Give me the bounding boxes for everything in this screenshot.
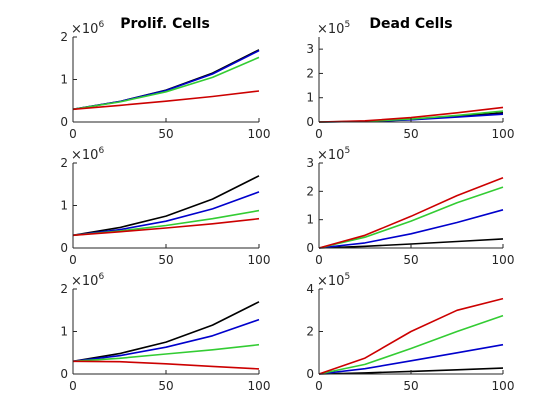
y-axis-exponent: ×105 [317, 20, 350, 37]
y-axis-exponent: ×106 [71, 20, 104, 37]
series-line-blue [72, 191, 260, 237]
y-tick-label: 1 [60, 73, 68, 87]
series-line-red [318, 176, 504, 249]
y-tick-label: 2 [60, 30, 68, 44]
y-axis-exponent: ×105 [317, 146, 350, 163]
y-tick-label: 0 [306, 367, 314, 381]
x-tick-label: 100 [248, 253, 271, 267]
subplot-row1-right: 0 50 100 0 1 2 3×105 [306, 20, 514, 141]
x-tick-label: 0 [315, 127, 323, 141]
x-tick-label: 50 [158, 379, 173, 393]
subplot-row2-right: 0 50 100 0 1 2 3 ×105 [306, 146, 514, 267]
x-tick-label: 0 [69, 127, 77, 141]
x-tick-label: 100 [248, 127, 271, 141]
y-tick-label: 1 [60, 325, 68, 339]
x-tick-label: 100 [492, 379, 515, 393]
y-axis-exponent: ×105 [317, 272, 350, 289]
subplot-row3-left: 0 50 100 0 1 2 ×106 [60, 272, 270, 393]
y-tick-label: 3 [306, 156, 314, 170]
y-tick-label: 2 [60, 156, 68, 170]
y-tick-label: 0 [60, 115, 68, 129]
y-tick-label: 4 [306, 282, 314, 296]
x-tick-label: 0 [315, 253, 323, 267]
title-dead-cells: Dead Cells [369, 16, 452, 32]
series-line-green [72, 343, 260, 363]
series-line-red [318, 106, 504, 123]
series-line-blue [318, 343, 504, 375]
series-line-green [318, 186, 504, 249]
series-line-red [72, 217, 260, 237]
y-tick-label: 2 [306, 184, 314, 198]
x-tick-label: 100 [492, 253, 515, 267]
y-tick-label: 1 [306, 213, 314, 227]
y-axis-exponent: ×106 [71, 272, 104, 289]
series-line-green [72, 56, 260, 111]
x-tick-label: 0 [315, 379, 323, 393]
series-line-green [318, 314, 504, 375]
series-line-black [72, 301, 260, 363]
x-tick-label: 100 [248, 379, 271, 393]
x-tick-label: 50 [403, 379, 418, 393]
x-tick-label: 50 [403, 127, 418, 141]
y-tick-label: 0 [60, 367, 68, 381]
subplot-row3-right: 0 50 100 0 2 4 ×105 [306, 272, 514, 393]
series-line-black [72, 175, 260, 237]
y-tick-label: 3 [306, 42, 314, 56]
series-line-black [72, 49, 260, 111]
y-tick-label: 2 [306, 325, 314, 339]
y-axis-exponent: ×106 [71, 146, 104, 163]
series-line-red [72, 360, 260, 370]
series-line-red [318, 297, 504, 375]
y-tick-label: 2 [60, 282, 68, 296]
x-tick-label: 50 [403, 253, 418, 267]
x-tick-label: 0 [69, 379, 77, 393]
y-tick-label: 0 [306, 241, 314, 255]
x-tick-label: 0 [69, 253, 77, 267]
series-line-blue [72, 318, 260, 363]
y-tick-label: 0 [306, 115, 314, 129]
y-tick-label: 2 [306, 66, 314, 80]
x-tick-label: 100 [492, 127, 515, 141]
y-tick-label: 1 [306, 91, 314, 105]
series-line-blue [318, 209, 504, 249]
x-tick-label: 50 [158, 253, 173, 267]
y-tick-label: 1 [60, 199, 68, 213]
x-tick-label: 50 [158, 127, 173, 141]
subplot-row1-left: 0 50 100 0 1 2 ×106 [60, 20, 270, 141]
y-tick-label: 0 [60, 241, 68, 255]
series-line-red [72, 90, 260, 111]
subplot-row2-left: 0 50 100 0 1 2 ×106 [60, 146, 270, 267]
title-prolif-cells: Prolif. Cells [120, 16, 210, 32]
